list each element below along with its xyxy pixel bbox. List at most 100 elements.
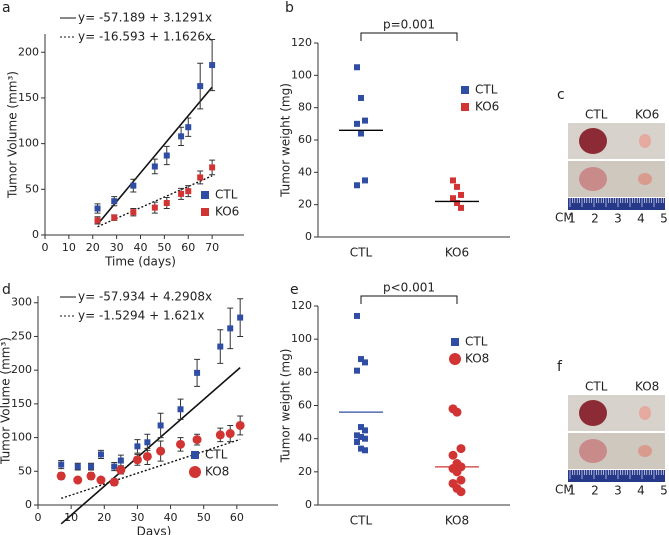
data-point xyxy=(163,200,170,207)
scale-label: CM xyxy=(555,211,574,225)
tumor xyxy=(638,173,652,185)
data-point xyxy=(354,312,360,319)
data-point xyxy=(456,444,466,454)
ruler xyxy=(568,470,665,482)
data-point xyxy=(235,420,245,430)
data-point xyxy=(88,463,95,470)
data-point xyxy=(358,424,364,431)
p-value: p<0.001 xyxy=(383,281,435,295)
x-tick-label: 40 xyxy=(164,511,178,524)
data-point xyxy=(97,451,104,458)
panel-letter: a xyxy=(2,0,11,16)
y-tick-label: 100 xyxy=(18,137,39,150)
fit-line xyxy=(60,366,241,525)
data-point xyxy=(94,205,101,212)
y-tick-label: 80 xyxy=(298,365,312,378)
scale-tick: 2 xyxy=(591,212,599,226)
scale-tick: 2 xyxy=(591,484,599,498)
legend-label: KO6 xyxy=(475,100,499,114)
data-point xyxy=(163,152,170,159)
x-tick-label: 0 xyxy=(35,511,42,524)
data-point xyxy=(130,182,137,189)
y-tick-label: 120 xyxy=(291,36,312,49)
data-point xyxy=(156,446,166,456)
y-tick-label: 150 xyxy=(11,397,32,410)
x-tick-label: 20 xyxy=(86,241,100,254)
data-point xyxy=(197,83,204,90)
data-point xyxy=(111,463,118,470)
y-tick-label: 200 xyxy=(18,45,39,58)
equation: y= -16.593 + 1.1626x xyxy=(78,30,212,44)
y-tick-label: 100 xyxy=(291,332,312,345)
y-tick-label: 250 xyxy=(11,329,32,342)
legend-label: CTL xyxy=(475,83,498,97)
x-tick-label: 60 xyxy=(230,511,244,524)
photo-label: KO6 xyxy=(635,108,659,122)
y-tick-label: 100 xyxy=(11,431,32,444)
data-point xyxy=(215,430,225,440)
data-point xyxy=(450,177,456,184)
legend-marker xyxy=(461,86,469,94)
data-point xyxy=(454,200,460,207)
data-point xyxy=(225,429,235,439)
y-tick-label: 50 xyxy=(25,182,39,195)
y-tick-label: 300 xyxy=(11,296,32,309)
x-axis-title: Time (days) xyxy=(104,255,176,269)
panel-letter: f xyxy=(557,359,563,375)
y-tick-label: 100 xyxy=(291,68,312,81)
legend-marker xyxy=(461,103,469,111)
x-tick-label: 40 xyxy=(134,241,148,254)
data-point xyxy=(354,432,360,439)
equation: y= -1.5294 + 1.621x xyxy=(78,309,204,323)
legend-label: KO8 xyxy=(465,352,489,366)
panel-letter: d xyxy=(2,282,11,298)
data-point xyxy=(456,475,466,485)
y-tick-label: 150 xyxy=(18,91,39,104)
data-point xyxy=(237,314,244,321)
equation: y= -57.189 + 3.1291x xyxy=(78,11,212,25)
data-point xyxy=(448,450,458,460)
data-point xyxy=(74,463,81,470)
data-point xyxy=(362,359,368,366)
p-value: p=0.001 xyxy=(383,18,435,32)
y-tick-label: 200 xyxy=(11,363,32,376)
scale-tick: 5 xyxy=(660,484,668,498)
data-point xyxy=(362,435,368,442)
y-tick-label: 50 xyxy=(18,464,32,477)
data-point xyxy=(117,457,124,464)
y-tick-label: 0 xyxy=(305,498,312,511)
data-point xyxy=(151,204,158,211)
legend-marker xyxy=(449,353,461,365)
data-point xyxy=(94,217,101,224)
data-point xyxy=(358,94,364,101)
scale-tick: 3 xyxy=(614,212,622,226)
x-tick-label: 50 xyxy=(197,511,211,524)
legend-label: CTL xyxy=(205,448,228,462)
data-point xyxy=(358,445,364,452)
tumor xyxy=(579,128,607,154)
data-point xyxy=(358,356,364,363)
x-tick-label: 0 xyxy=(42,241,49,254)
y-tick-label: 40 xyxy=(298,165,312,178)
tumor xyxy=(639,406,651,420)
x-axis-title: Days) xyxy=(137,525,172,535)
data-point xyxy=(130,209,137,216)
data-point xyxy=(56,471,66,481)
data-point xyxy=(151,163,158,170)
y-tick-label: 20 xyxy=(298,465,312,478)
y-axis-title: Tumor Volume (mm³) xyxy=(6,71,20,199)
tumor xyxy=(579,167,607,191)
data-point xyxy=(354,367,360,374)
x-tick-label: KO6 xyxy=(445,246,469,260)
photo-label: CTL xyxy=(585,108,608,122)
data-point xyxy=(185,124,192,131)
scale-label: CM xyxy=(555,483,574,497)
scale-tick: 1 xyxy=(568,212,576,226)
data-point xyxy=(134,443,141,450)
legend-marker xyxy=(189,466,201,478)
data-point xyxy=(362,427,368,434)
y-axis-title: Tumor weight (mg) xyxy=(279,349,293,464)
data-point xyxy=(458,204,464,211)
scale-tick: 4 xyxy=(637,212,645,226)
scale-tick: 3 xyxy=(614,484,622,498)
